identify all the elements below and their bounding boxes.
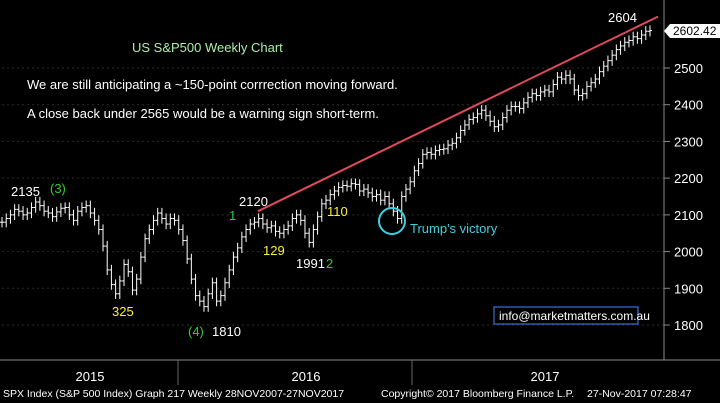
footer: SPX Index (S&P 500 Index) Graph 217 Week… [0, 385, 720, 403]
label-wave-1: 1 [229, 208, 236, 223]
chart-title: US S&P500 Weekly Chart [132, 40, 283, 55]
x-tick-label: 2017 [531, 369, 560, 384]
watermark-box [493, 306, 639, 325]
label-wave-2: 2 [326, 256, 333, 271]
grid [2, 67, 664, 326]
y-axis: 1800 1900 2000 2100 2200 2300 2400 2500 [664, 61, 703, 333]
trump-victory-circle [378, 207, 406, 235]
resistance-trendline [257, 15, 659, 213]
watermark-text: info@marketmatters.com.au [499, 309, 650, 323]
y-tick-label: 2300 [674, 134, 703, 149]
y-tick-label: 2200 [674, 171, 703, 186]
note-1: We are still anticipating a ~150-point c… [27, 77, 398, 92]
label-wave-4: (4) [188, 324, 204, 339]
y-tick-label: 2400 [674, 98, 703, 113]
price-bars [0, 25, 652, 312]
last-price-marker: 2602.42 [664, 24, 720, 38]
x-axis: 2015 2016 2017 [76, 360, 560, 385]
y-tick-label: 1800 [674, 318, 703, 333]
label-1991: 1991 [296, 256, 325, 271]
label-129: 129 [263, 243, 285, 258]
y-tick-label: 2500 [674, 61, 703, 76]
label-325: 325 [112, 304, 134, 319]
x-tick-label: 2016 [292, 369, 321, 384]
y-tick-label: 2000 [674, 245, 703, 260]
label-1810: 1810 [212, 324, 241, 339]
label-2604: 2604 [608, 10, 637, 25]
x-tick-label: 2015 [76, 369, 105, 384]
footer-center: Copyright© 2017 Bloomberg Finance L.P. [381, 388, 575, 400]
label-wave-3: (3) [50, 181, 66, 196]
footer-left: SPX Index (S&P 500 Index) Graph 217 Week… [3, 388, 345, 400]
label-trump-victory: Trump's victory [410, 221, 498, 236]
last-price-label: 2602.42 [673, 24, 717, 38]
note-2: A close back under 2565 would be a warni… [27, 106, 379, 121]
label-110: 110 [327, 204, 348, 219]
label-2120: 2120 [239, 194, 268, 209]
y-tick-label: 2100 [674, 208, 703, 223]
footer-right: 27-Nov-2017 07:28:47 [587, 388, 692, 400]
label-2135: 2135 [11, 184, 40, 199]
y-tick-label: 1900 [674, 281, 703, 296]
